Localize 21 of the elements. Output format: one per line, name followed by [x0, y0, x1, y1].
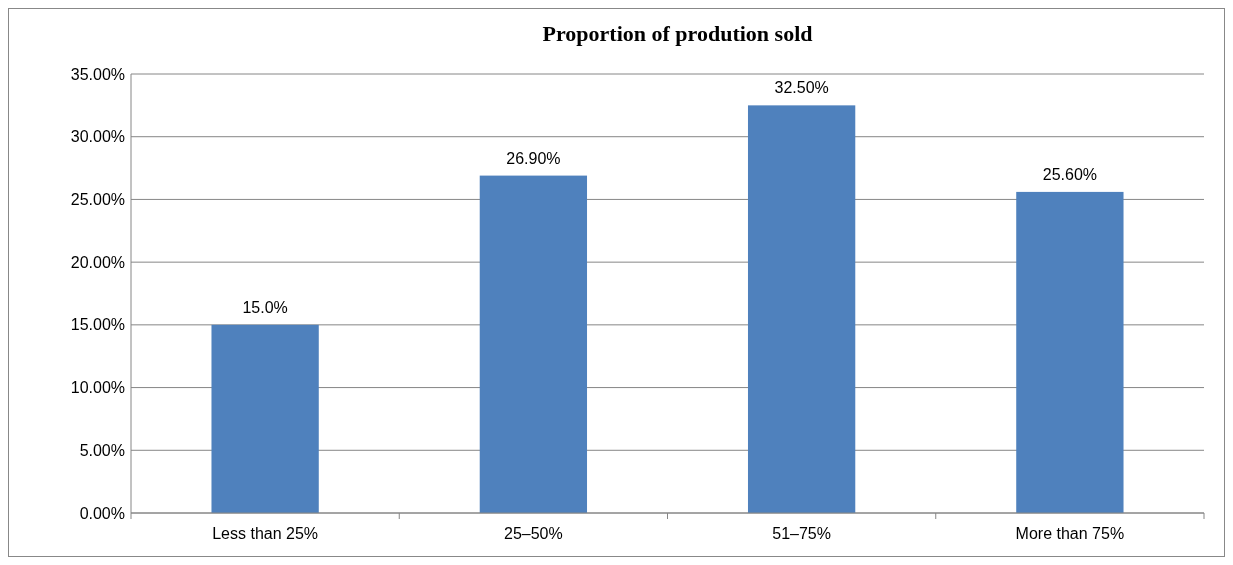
- y-tick-label: 15.00%: [70, 316, 125, 334]
- bar: [747, 105, 856, 513]
- chart-title: Proportion of prodution sold: [542, 21, 813, 46]
- y-tick-label: 30.00%: [70, 128, 125, 146]
- y-tick-label: 0.00%: [79, 504, 125, 522]
- bar: [1016, 191, 1124, 513]
- y-tick-label: 25.00%: [70, 191, 125, 209]
- bar: [479, 175, 588, 513]
- x-tick-label: More than 75%: [1015, 525, 1125, 542]
- x-tick-label: 25–50%: [504, 525, 563, 542]
- y-tick-label: 10.00%: [70, 379, 125, 397]
- data-label: 25.60%: [1042, 165, 1098, 183]
- data-label: 32.50%: [774, 79, 829, 97]
- y-tick-label: 5.00%: [79, 441, 125, 459]
- x-tick-label: 51–75%: [772, 525, 831, 542]
- y-tick-label: 20.00%: [70, 253, 125, 271]
- data-label: 26.90%: [506, 149, 561, 167]
- y-tick-label: 35.00%: [70, 65, 125, 83]
- bar: [211, 324, 319, 513]
- data-label: 15.0%: [242, 298, 288, 316]
- x-tick-label: Less than 25%: [212, 525, 319, 542]
